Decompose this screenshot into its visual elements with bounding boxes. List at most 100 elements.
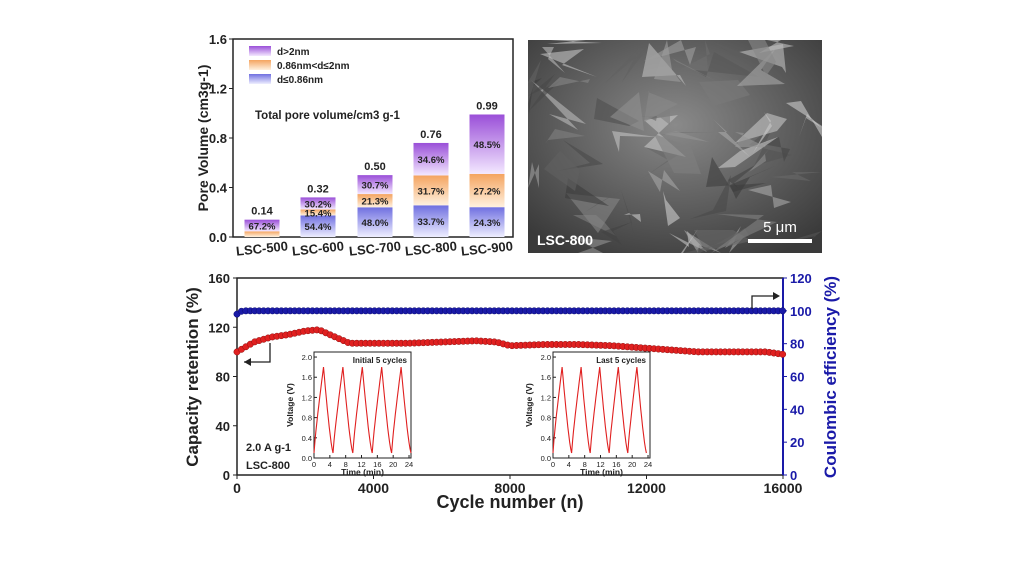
bar-segment [300, 197, 336, 210]
carbon-flake [749, 148, 770, 172]
y-tick-label: 40 [216, 419, 230, 434]
inset-frame [552, 351, 651, 459]
x-tick-label: 8000 [494, 480, 525, 496]
legend-swatch [249, 46, 271, 56]
gcd-curve [313, 367, 412, 454]
y-tick-label: 120 [208, 320, 230, 335]
carbon-flake [528, 74, 560, 112]
bar-segment [469, 114, 505, 174]
carbon-flake [713, 119, 750, 157]
right-arrow-head [773, 292, 780, 300]
legend-label: d≤0.86nm [277, 75, 323, 86]
legend-swatch [249, 60, 271, 70]
inset-x-label: Time (min) [580, 467, 623, 477]
y-tick-label: 80 [216, 370, 230, 385]
carbon-flake [548, 77, 590, 88]
carbon-flake [557, 140, 603, 171]
inset-y-tick-label: 0.0 [541, 454, 551, 463]
annotation: Total pore volume/cm3 g-1 [255, 110, 400, 122]
bar-segment [357, 207, 393, 237]
left-arrow [244, 343, 271, 363]
carbon-flake [601, 222, 632, 245]
inset-y-tick-label: 2.0 [541, 353, 551, 362]
legend-swatch [249, 74, 271, 84]
carbon-flake [709, 40, 768, 63]
inset-title: Initial 5 cycles [353, 356, 408, 365]
carbon-flake [735, 132, 766, 147]
y-axis-label: Pore Volume (cm3g-1) [195, 65, 211, 212]
carbon-flake [547, 40, 602, 44]
inset-y-label: Voltage (V) [285, 383, 295, 427]
y-tick-label: 0.4 [209, 181, 228, 196]
carbon-flake [644, 91, 678, 122]
carbon-flake [648, 170, 680, 192]
x-tick-label: 4000 [358, 480, 389, 496]
carbon-flake [572, 237, 612, 253]
inset-x-tick-label: 0 [312, 460, 316, 469]
inset-y-tick-label: 0.0 [302, 454, 312, 463]
bar-segment-label: 48.5% [474, 140, 501, 151]
x-tick-label: 16000 [764, 480, 803, 496]
bar-segment-label: 34.6% [418, 155, 445, 166]
inset-title: Last 5 cycles [596, 356, 646, 365]
sem-image: LSC-800 5 μm [528, 40, 822, 253]
right-arrow [751, 295, 778, 309]
carbon-flake [748, 185, 791, 208]
x-tick-label: LSC-800 [404, 238, 457, 258]
carbon-flake [699, 80, 750, 106]
x-axis-label: Cycle number (n) [436, 492, 583, 512]
bar-segment-label: 21.3% [362, 197, 389, 208]
carbon-flake [778, 231, 822, 249]
bar-segment-label: 24.3% [474, 218, 501, 229]
x-tick-label: LSC-900 [460, 238, 513, 258]
carbon-flake [706, 157, 766, 192]
y2-tick-label: 0 [790, 468, 797, 483]
inset-y-tick-label: 1.6 [302, 373, 312, 382]
y2-tick-label: 120 [790, 271, 812, 286]
x-tick-label: LSC-600 [291, 238, 344, 258]
carbon-flake [786, 101, 822, 137]
carbon-flake [528, 55, 541, 104]
inset-y-tick-label: 1.6 [541, 373, 551, 382]
inset-y-tick-label: 0.4 [302, 434, 312, 443]
carbon-flake [610, 92, 644, 131]
bar-total-label: 0.32 [307, 183, 328, 195]
x-tick-label: 12000 [627, 480, 666, 496]
inset-x-tick-label: 24 [644, 460, 652, 469]
y-tick-label: 160 [208, 271, 230, 286]
bar-total-label: 0.76 [420, 129, 441, 141]
y2-tick-label: 80 [790, 337, 804, 352]
inset-x-tick-label: 8 [583, 460, 587, 469]
carbon-flake [585, 187, 627, 212]
bar-segment-label: 33.7% [418, 217, 445, 228]
pore-volume-chart: 0.0 0.4 0.8 1.2 1.6 Pore Volume (cm3g-1) 67.2%… [195, 32, 514, 259]
carbon-flake [540, 49, 597, 77]
bar-segment-label: 30.7% [362, 181, 389, 192]
inset-y-label: Voltage (V) [524, 383, 534, 427]
carbon-flake [664, 131, 709, 142]
carbon-flake [605, 46, 648, 83]
y-tick-label: 1.6 [209, 32, 227, 47]
y2-tick-label: 100 [790, 304, 812, 319]
x-tick-label: LSC-700 [348, 238, 401, 258]
carbon-flake [612, 131, 657, 152]
bar-segment-label: 27.2% [474, 187, 501, 198]
bar-segment [244, 219, 280, 232]
bar-segment-label: 31.7% [418, 186, 445, 197]
bar-segment [300, 215, 336, 237]
carbon-flake [669, 58, 716, 81]
inset-x-tick-label: 24 [405, 460, 413, 469]
carbon-flake [711, 214, 777, 253]
capacity-point [779, 350, 787, 358]
y2-axis-label: Coulombic efficiency (%) [821, 276, 840, 478]
sample-label: LSC-800 [246, 460, 290, 472]
current-density-label: 2.0 A g-1 [246, 442, 291, 454]
bar-segment [413, 175, 449, 206]
inset-x-tick-label: 16 [373, 460, 381, 469]
carbon-flake [730, 166, 775, 199]
inset-x-tick-label: 20 [389, 460, 397, 469]
carbon-flake [694, 52, 759, 77]
bar-total-label: 0.14 [251, 206, 273, 218]
y-tick-label: 0 [223, 468, 230, 483]
